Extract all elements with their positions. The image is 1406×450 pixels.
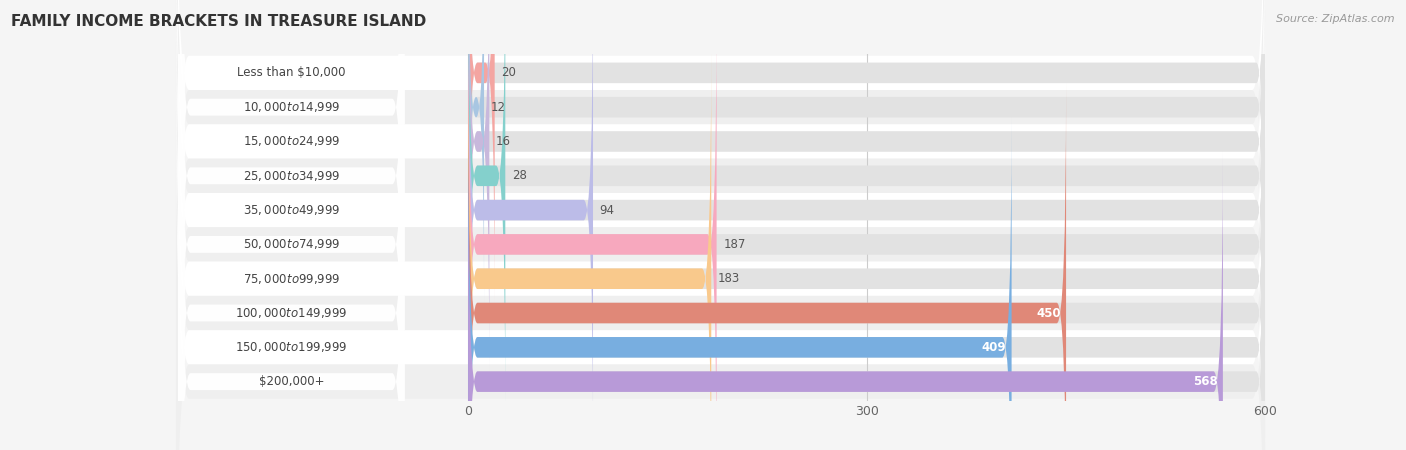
FancyBboxPatch shape bbox=[179, 0, 405, 442]
FancyBboxPatch shape bbox=[176, 0, 1265, 450]
FancyBboxPatch shape bbox=[179, 0, 405, 450]
FancyBboxPatch shape bbox=[468, 49, 711, 450]
FancyBboxPatch shape bbox=[468, 152, 1223, 450]
FancyBboxPatch shape bbox=[179, 0, 405, 450]
FancyBboxPatch shape bbox=[176, 0, 1265, 450]
FancyBboxPatch shape bbox=[176, 0, 1265, 450]
FancyBboxPatch shape bbox=[468, 0, 495, 303]
Text: $75,000 to $99,999: $75,000 to $99,999 bbox=[243, 272, 340, 286]
FancyBboxPatch shape bbox=[176, 22, 1265, 450]
Text: FAMILY INCOME BRACKETS IN TREASURE ISLAND: FAMILY INCOME BRACKETS IN TREASURE ISLAN… bbox=[11, 14, 426, 28]
FancyBboxPatch shape bbox=[179, 0, 405, 450]
FancyBboxPatch shape bbox=[468, 83, 1265, 450]
FancyBboxPatch shape bbox=[468, 0, 1265, 303]
FancyBboxPatch shape bbox=[179, 81, 405, 450]
FancyBboxPatch shape bbox=[176, 0, 1265, 433]
Text: Less than $10,000: Less than $10,000 bbox=[238, 66, 346, 79]
Text: $15,000 to $24,999: $15,000 to $24,999 bbox=[243, 135, 340, 148]
FancyBboxPatch shape bbox=[176, 0, 1265, 450]
FancyBboxPatch shape bbox=[468, 49, 1265, 450]
Text: $150,000 to $199,999: $150,000 to $199,999 bbox=[235, 340, 347, 354]
FancyBboxPatch shape bbox=[468, 0, 1265, 371]
Text: $25,000 to $34,999: $25,000 to $34,999 bbox=[243, 169, 340, 183]
FancyBboxPatch shape bbox=[179, 13, 405, 450]
FancyBboxPatch shape bbox=[468, 117, 1265, 450]
Text: Source: ZipAtlas.com: Source: ZipAtlas.com bbox=[1277, 14, 1395, 23]
Text: 12: 12 bbox=[491, 101, 506, 114]
FancyBboxPatch shape bbox=[179, 47, 405, 450]
Text: 183: 183 bbox=[718, 272, 740, 285]
Text: 409: 409 bbox=[981, 341, 1007, 354]
Text: 28: 28 bbox=[512, 169, 527, 182]
FancyBboxPatch shape bbox=[468, 0, 1265, 405]
FancyBboxPatch shape bbox=[176, 0, 1265, 450]
FancyBboxPatch shape bbox=[468, 0, 593, 440]
FancyBboxPatch shape bbox=[468, 0, 505, 405]
Text: 20: 20 bbox=[502, 66, 516, 79]
FancyBboxPatch shape bbox=[468, 14, 1265, 450]
FancyBboxPatch shape bbox=[176, 0, 1265, 450]
FancyBboxPatch shape bbox=[468, 14, 717, 450]
FancyBboxPatch shape bbox=[468, 0, 1265, 440]
Text: 450: 450 bbox=[1036, 306, 1060, 320]
Text: $200,000+: $200,000+ bbox=[259, 375, 325, 388]
FancyBboxPatch shape bbox=[179, 0, 405, 408]
Text: $10,000 to $14,999: $10,000 to $14,999 bbox=[243, 100, 340, 114]
FancyBboxPatch shape bbox=[176, 0, 1265, 399]
FancyBboxPatch shape bbox=[179, 0, 405, 373]
FancyBboxPatch shape bbox=[468, 0, 489, 371]
Text: 94: 94 bbox=[599, 203, 614, 216]
FancyBboxPatch shape bbox=[468, 152, 1265, 450]
FancyBboxPatch shape bbox=[468, 117, 1011, 450]
FancyBboxPatch shape bbox=[468, 83, 1066, 450]
Text: $35,000 to $49,999: $35,000 to $49,999 bbox=[243, 203, 340, 217]
Text: 568: 568 bbox=[1192, 375, 1218, 388]
Text: 187: 187 bbox=[723, 238, 745, 251]
FancyBboxPatch shape bbox=[179, 0, 405, 450]
FancyBboxPatch shape bbox=[176, 56, 1265, 450]
Text: $100,000 to $149,999: $100,000 to $149,999 bbox=[235, 306, 347, 320]
FancyBboxPatch shape bbox=[468, 0, 484, 303]
Text: 16: 16 bbox=[496, 135, 510, 148]
Text: $50,000 to $74,999: $50,000 to $74,999 bbox=[243, 238, 340, 252]
FancyBboxPatch shape bbox=[468, 0, 1265, 337]
